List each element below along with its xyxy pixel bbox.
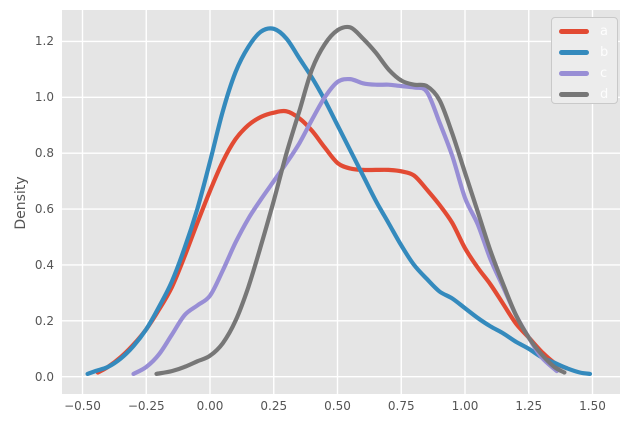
- x-tick-label: 1.50: [579, 399, 606, 413]
- legend-label-a: a: [600, 24, 608, 39]
- legend-item-c: c: [552, 63, 617, 84]
- x-tick-label: −0.25: [127, 399, 165, 413]
- series-c-curve: [131, 76, 559, 376]
- legend-item-b: b: [552, 42, 617, 63]
- legend-swatch-a: [559, 29, 589, 34]
- x-tick-label: −0.50: [64, 399, 101, 413]
- y-tick-label: 0.0: [34, 369, 54, 384]
- y-tick-label: 1.2: [34, 34, 54, 49]
- legend-swatch-c: [559, 71, 589, 76]
- legend-label-c: c: [600, 66, 608, 81]
- x-tick-label: 0.00: [196, 399, 224, 413]
- y-tick-label: 0.6: [34, 202, 54, 217]
- x-tick-label: 0.25: [260, 399, 288, 413]
- legend-label-d: d: [600, 87, 609, 102]
- chart-canvas: [62, 10, 620, 394]
- x-tick-label: 0.50: [324, 399, 351, 413]
- series-a-curve: [95, 108, 570, 375]
- y-tick-label: 0.8: [34, 146, 54, 161]
- legend-swatch-d: [559, 92, 589, 97]
- legend-label-b: b: [600, 45, 609, 60]
- y-tick-label: 1.0: [34, 90, 54, 105]
- legend-item-a: a: [552, 21, 617, 42]
- legend-swatch-b: [559, 50, 589, 55]
- series-d-curve: [154, 24, 567, 376]
- x-tick-label: 0.75: [387, 399, 415, 413]
- legend-item-d: d: [552, 84, 617, 105]
- x-tick-label: 1.25: [515, 399, 543, 413]
- y-tick-label: 0.4: [34, 257, 54, 272]
- x-tick-label: 1.00: [451, 399, 479, 413]
- y-tick-label: 0.2: [34, 313, 54, 328]
- plot-area: [62, 10, 620, 394]
- series-b-curve: [85, 26, 593, 376]
